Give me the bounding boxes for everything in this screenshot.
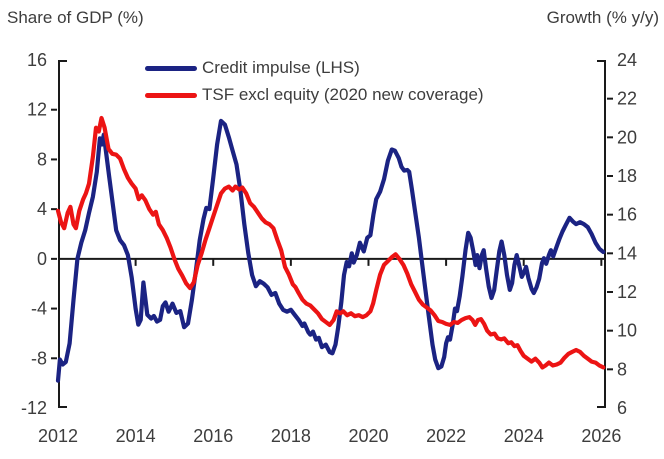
left-axis-tick-label: -12	[21, 398, 47, 418]
left-axis-tick-label: 12	[27, 100, 47, 120]
right-axis-tick-label: 18	[617, 166, 637, 186]
tsf-line-swatch	[145, 92, 197, 98]
legend-label: TSF excl equity (2020 new coverage)	[202, 85, 484, 104]
series-line-credit-impulse	[55, 118, 606, 383]
x-tick-label: 2018	[271, 426, 311, 446]
left-axis-tick-label: 4	[37, 199, 47, 219]
right-axis-tick-label: 6	[617, 398, 627, 418]
legend-label: Credit impulse (LHS)	[202, 58, 360, 77]
left-axis-tick-label: 8	[37, 149, 47, 169]
x-tick-label: 2016	[193, 426, 233, 446]
legend-item-tsf: TSF excl equity (2020 new coverage)	[145, 84, 484, 106]
series-line-tsf	[55, 115, 606, 370]
x-tick-label: 2024	[504, 426, 544, 446]
right-axis-tick-label: 10	[617, 321, 637, 341]
x-tick-label: 2026	[581, 426, 621, 446]
right-axis-spine	[597, 60, 606, 408]
right-axis-tick-label: 16	[617, 205, 637, 225]
left-axis-title: Share of GDP (%)	[7, 8, 144, 27]
chart-legend: Credit impulse (LHS) TSF excl equity (20…	[145, 57, 484, 106]
x-tick-label: 2014	[116, 426, 156, 446]
legend-item-credit-impulse: Credit impulse (LHS)	[145, 57, 484, 79]
right-axis-tick-label: 24	[617, 50, 637, 70]
left-axis-spine	[58, 60, 67, 408]
right-axis-title: Growth (% y/y)	[546, 8, 659, 27]
left-axis-tick-label: 0	[37, 249, 47, 269]
x-tick-label: 2022	[426, 426, 466, 446]
left-axis-tick-label: -8	[31, 348, 47, 368]
right-axis-tick-label: 14	[617, 243, 637, 263]
x-tick-label: 2020	[348, 426, 388, 446]
right-axis-tick-label: 12	[617, 282, 637, 302]
credit-impulse-line-swatch	[145, 65, 197, 71]
right-axis-tick-label: 8	[617, 359, 627, 379]
right-axis-tick-label: 20	[617, 127, 637, 147]
right-axis-tick-label: 22	[617, 89, 637, 109]
x-tick-label: 2012	[38, 426, 78, 446]
left-axis-tick-label: 16	[27, 50, 47, 70]
left-axis-tick-label: -4	[31, 299, 47, 319]
